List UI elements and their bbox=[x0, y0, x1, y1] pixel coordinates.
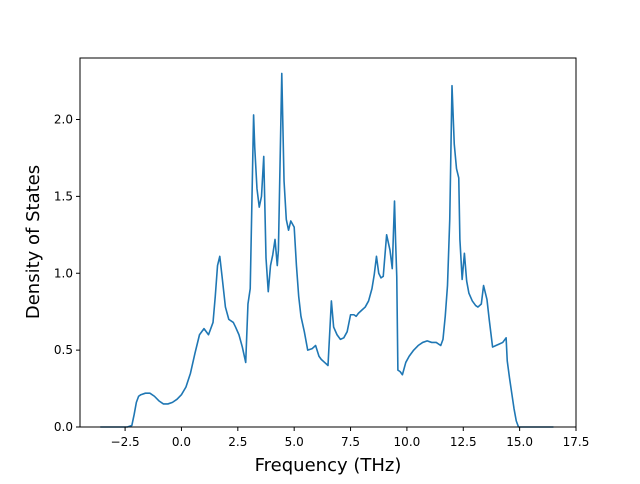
x-tick-label: 0.0 bbox=[172, 435, 191, 449]
x-tick-label: 2.5 bbox=[228, 435, 247, 449]
plot-area bbox=[79, 57, 577, 428]
x-tick-label: 17.5 bbox=[563, 435, 590, 449]
dos-line-series-0 bbox=[100, 72, 554, 428]
y-axis-label: Density of States bbox=[23, 165, 44, 319]
y-tick-label: 1.5 bbox=[54, 189, 73, 203]
x-axis-label: Frequency (THz) bbox=[255, 455, 402, 476]
x-tick-label: −2.5 bbox=[111, 435, 140, 449]
x-tick-label: 15.0 bbox=[506, 435, 533, 449]
x-tick-label: 10.0 bbox=[394, 435, 421, 449]
x-tick-label: 7.5 bbox=[341, 435, 360, 449]
y-axis-ticks: 0.0 0.5 1.0 1.5 2.0 bbox=[54, 113, 80, 434]
y-tick-label: 0.5 bbox=[54, 343, 73, 357]
y-tick-label: 1.0 bbox=[54, 266, 73, 280]
x-tick-label: 5.0 bbox=[285, 435, 304, 449]
axes-frame bbox=[79, 57, 577, 428]
y-tick-label: 0.0 bbox=[54, 420, 73, 434]
x-axis-ticks: −2.5 0.0 2.5 5.0 7.5 10.0 12.5 15.0 17.5 bbox=[111, 427, 590, 449]
y-tick-label: 2.0 bbox=[54, 113, 73, 127]
x-tick-label: 12.5 bbox=[450, 435, 477, 449]
